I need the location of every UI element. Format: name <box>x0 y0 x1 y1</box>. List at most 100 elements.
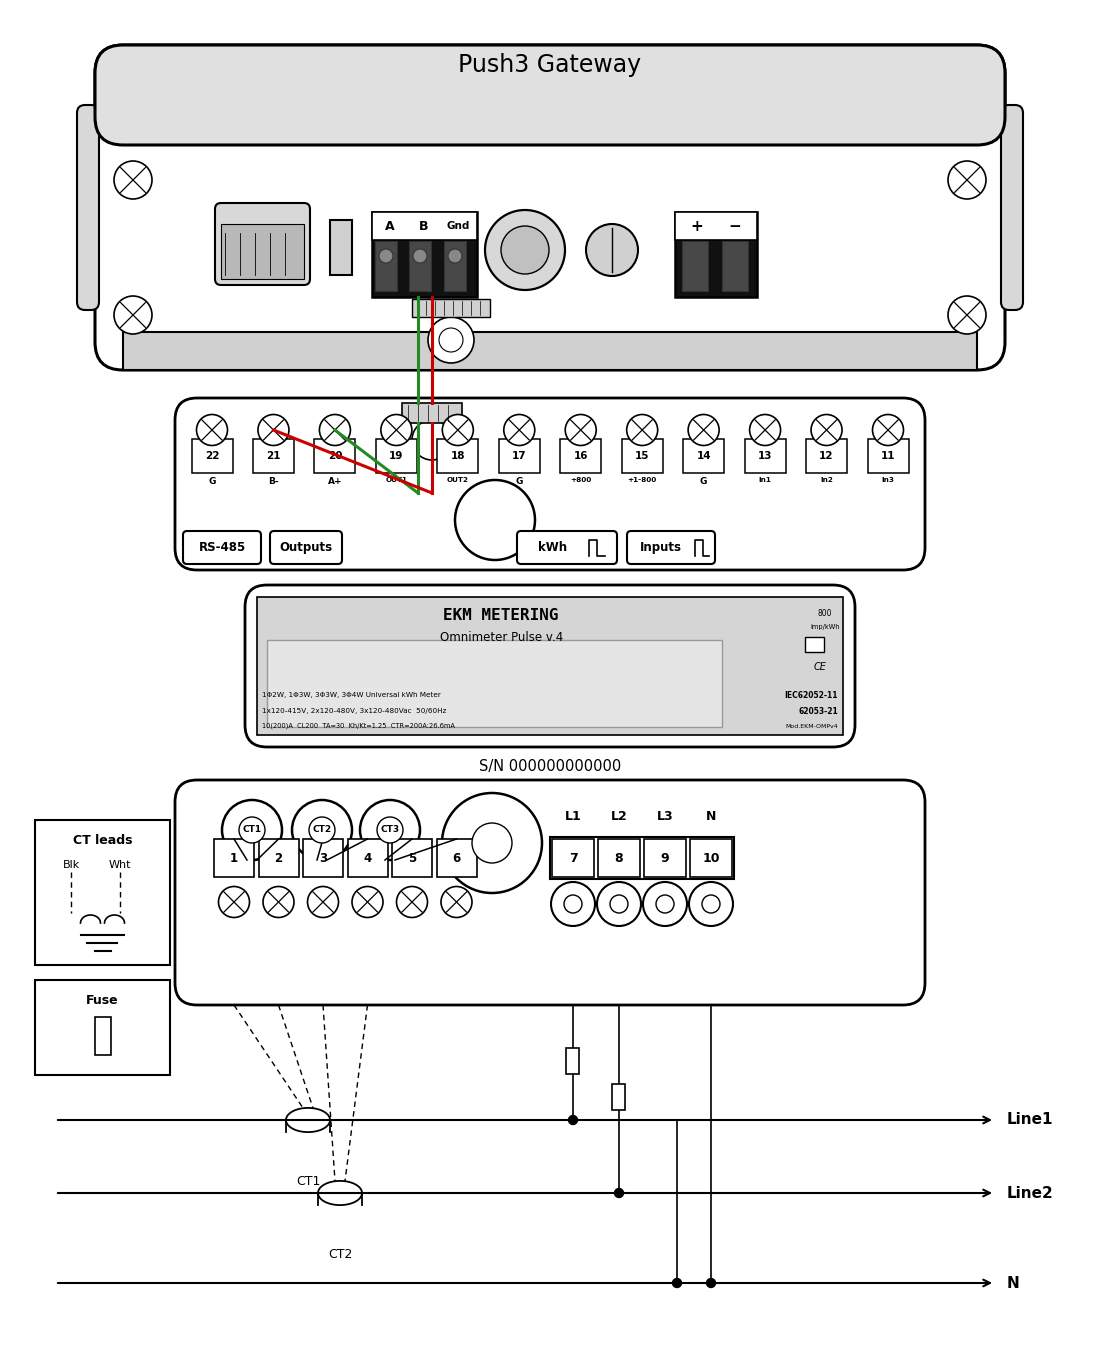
Bar <box>315 440 355 474</box>
Circle shape <box>428 317 474 363</box>
Text: In2: In2 <box>821 476 833 483</box>
Text: 5: 5 <box>408 852 416 864</box>
Text: B: B <box>419 220 429 232</box>
Text: −: − <box>728 218 741 233</box>
Text: +1-800: +1-800 <box>628 476 657 483</box>
Bar <box>35 980 170 1076</box>
Circle shape <box>948 161 986 199</box>
Text: L2: L2 <box>610 811 627 823</box>
Circle shape <box>586 224 638 276</box>
Text: 9: 9 <box>661 852 669 864</box>
Circle shape <box>485 210 565 289</box>
FancyBboxPatch shape <box>1001 105 1023 310</box>
Bar <box>745 440 785 474</box>
Circle shape <box>197 415 228 445</box>
Text: 16: 16 <box>573 450 588 461</box>
Text: EKM METERING: EKM METERING <box>443 607 559 622</box>
Text: 3: 3 <box>319 852 327 864</box>
Text: L1: L1 <box>564 811 582 823</box>
Circle shape <box>352 886 383 917</box>
Text: 11: 11 <box>881 450 895 461</box>
Circle shape <box>412 420 452 460</box>
Text: 8: 8 <box>615 852 624 864</box>
Bar <box>302 839 343 876</box>
Text: CT3: CT3 <box>381 826 399 834</box>
Text: IEC62052-11: IEC62052-11 <box>784 691 838 699</box>
Text: G: G <box>208 476 216 486</box>
Text: 15: 15 <box>635 450 649 461</box>
Circle shape <box>615 1189 624 1197</box>
Circle shape <box>551 882 595 925</box>
Text: L3: L3 <box>657 811 673 823</box>
Text: Gnd: Gnd <box>447 221 470 231</box>
Text: 7: 7 <box>569 852 578 864</box>
Text: Fuse: Fuse <box>86 994 119 1006</box>
Text: 12: 12 <box>820 450 834 461</box>
Bar <box>550 837 734 879</box>
FancyBboxPatch shape <box>175 399 925 571</box>
Bar <box>552 839 594 876</box>
Bar <box>392 839 432 876</box>
Bar <box>438 440 478 474</box>
Text: +: + <box>691 218 703 233</box>
Circle shape <box>258 415 289 445</box>
FancyBboxPatch shape <box>245 586 855 747</box>
Bar <box>258 839 298 876</box>
Text: Omnimeter Pulse v.4: Omnimeter Pulse v.4 <box>440 631 563 643</box>
Circle shape <box>442 793 542 893</box>
Circle shape <box>239 818 265 844</box>
Text: 10(200)A  CL200  TA=30  Kh/Kt=1.25  CTR=200A:26.6mA: 10(200)A CL200 TA=30 Kh/Kt=1.25 CTR=200A… <box>262 722 455 729</box>
Circle shape <box>749 415 781 445</box>
Bar <box>330 220 352 274</box>
FancyBboxPatch shape <box>175 779 925 1005</box>
Circle shape <box>472 823 512 863</box>
Circle shape <box>565 415 596 445</box>
Text: Line1: Line1 <box>1006 1112 1054 1127</box>
Circle shape <box>597 882 641 925</box>
Bar <box>498 440 540 474</box>
Circle shape <box>872 415 903 445</box>
Text: Push3 Gateway: Push3 Gateway <box>459 53 641 76</box>
Text: 20: 20 <box>328 450 342 461</box>
Text: Mod.EKM-OMPv4: Mod.EKM-OMPv4 <box>785 723 838 729</box>
Circle shape <box>222 800 282 860</box>
Circle shape <box>442 415 473 445</box>
Text: CE: CE <box>814 662 826 672</box>
Text: 2: 2 <box>274 852 283 864</box>
Circle shape <box>379 248 393 263</box>
Bar <box>437 839 476 876</box>
Text: 17: 17 <box>512 450 527 461</box>
Bar <box>690 839 732 876</box>
Circle shape <box>610 895 628 913</box>
Circle shape <box>706 1279 715 1287</box>
FancyBboxPatch shape <box>214 203 310 285</box>
Bar <box>257 597 843 734</box>
Bar <box>95 1017 110 1055</box>
Text: 1: 1 <box>230 852 238 864</box>
Bar <box>806 440 847 474</box>
FancyBboxPatch shape <box>627 531 715 564</box>
Bar <box>375 242 397 291</box>
Circle shape <box>702 895 721 913</box>
Circle shape <box>672 1279 682 1287</box>
Circle shape <box>309 818 336 844</box>
Text: G: G <box>516 476 522 486</box>
Bar <box>644 839 686 876</box>
Circle shape <box>627 415 658 445</box>
Text: 10: 10 <box>702 852 719 864</box>
Text: 6: 6 <box>452 852 461 864</box>
Bar <box>191 440 232 474</box>
Text: 1Φ2W, 1Φ3W, 3Φ3W, 3Φ4W Universal kWh Meter: 1Φ2W, 1Φ3W, 3Φ3W, 3Φ4W Universal kWh Met… <box>262 692 441 698</box>
Circle shape <box>360 800 420 860</box>
Circle shape <box>656 895 674 913</box>
Circle shape <box>396 886 428 917</box>
Text: 14: 14 <box>696 450 711 461</box>
Circle shape <box>689 882 733 925</box>
Text: 19: 19 <box>389 450 404 461</box>
Bar <box>35 820 170 965</box>
Text: CT2: CT2 <box>328 1248 352 1261</box>
Bar <box>221 224 304 278</box>
Circle shape <box>381 415 411 445</box>
Circle shape <box>439 328 463 352</box>
FancyBboxPatch shape <box>95 45 1005 370</box>
